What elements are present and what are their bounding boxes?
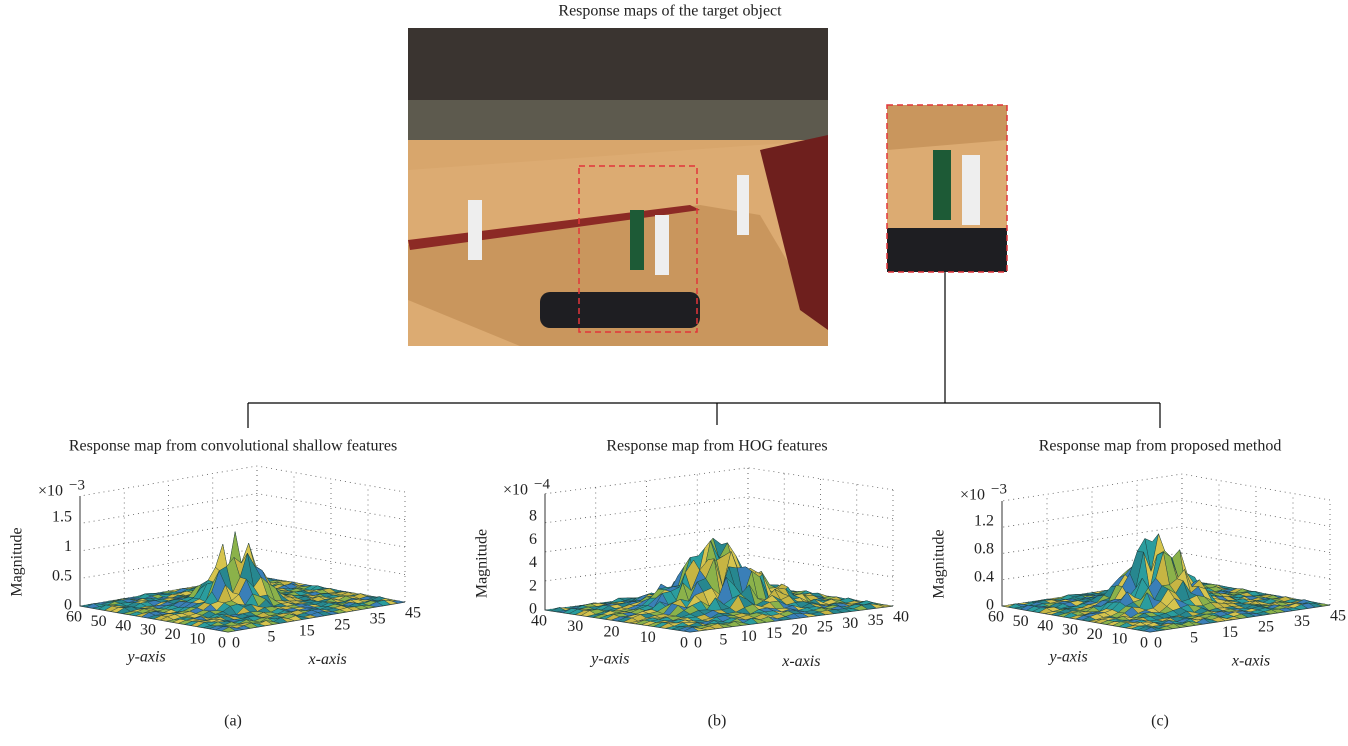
- x-tick-label: 0: [232, 635, 240, 652]
- x-axis-label: x-axis: [308, 651, 347, 668]
- y-axis-label: y-axis: [125, 648, 165, 665]
- grid-line: [80, 494, 405, 524]
- z-tick-label: 0.8: [974, 541, 994, 558]
- y-tick-label: 10: [640, 629, 656, 646]
- y-tick-label: 20: [604, 624, 620, 641]
- y-tick-label: 10: [1111, 630, 1127, 647]
- x-tick-label: 30: [842, 615, 858, 632]
- y-tick-label: 50: [91, 613, 107, 630]
- y-tick-label: 30: [140, 622, 156, 639]
- x-tick-label: 0: [694, 635, 702, 652]
- x-tick-label: 35: [370, 611, 386, 628]
- y-tick-label: 40: [1037, 617, 1053, 634]
- x-tick-label: 25: [817, 618, 833, 635]
- z-tick-label: 6: [529, 531, 537, 548]
- z-tick-label: 8: [529, 508, 537, 525]
- z-tick-label: 1.5: [52, 509, 72, 526]
- exponent-label: ×10: [38, 483, 63, 500]
- figure-title: Response maps of the target object: [558, 3, 782, 20]
- z-tick-label: 0.4: [974, 569, 994, 586]
- x-axis-label: x-axis: [781, 653, 820, 670]
- grid-line: [545, 497, 893, 523]
- grid-line: [80, 521, 405, 551]
- x-tick-label: 25: [334, 617, 350, 634]
- x-tick-label: 15: [1222, 624, 1238, 641]
- x-tick-label: 5: [267, 629, 275, 646]
- y-tick-label: 0: [680, 635, 688, 652]
- y-tick-label: 40: [115, 617, 131, 634]
- panel-title: Response map from convolutional shallow …: [69, 438, 397, 455]
- panel-title: Response map from proposed method: [1039, 438, 1282, 455]
- x-tick-label: 20: [792, 622, 808, 639]
- z-axis-label: Magnitude: [9, 527, 26, 596]
- z-tick-label: 1.2: [974, 513, 994, 530]
- panel-title: Response map from HOG features: [606, 438, 827, 455]
- exponent-power: −4: [534, 476, 550, 492]
- x-tick-label: 15: [299, 623, 315, 640]
- y-tick-label: 0: [218, 635, 226, 652]
- x-tick-label: 45: [1330, 608, 1346, 625]
- y-tick-label: 30: [567, 618, 583, 635]
- exponent-power: −3: [69, 477, 85, 493]
- x-tick-label: 15: [766, 625, 782, 642]
- y-axis-label: y-axis: [589, 651, 629, 668]
- target-crop: [887, 105, 1007, 272]
- grid-line: [1002, 474, 1330, 501]
- y-tick-label: 0: [1140, 635, 1148, 652]
- x-tick-label: 35: [868, 612, 884, 629]
- x-tick-label: 45: [405, 605, 421, 622]
- z-axis-label: Magnitude: [474, 529, 491, 598]
- exponent-label: ×10: [503, 482, 528, 499]
- panel-caption: (b): [708, 713, 727, 730]
- z-tick-label: 1: [64, 538, 72, 555]
- y-tick-label: 50: [1013, 613, 1029, 630]
- y-tick-label: 40: [531, 613, 547, 630]
- exponent-label: ×10: [960, 487, 985, 504]
- y-tick-label: 60: [66, 609, 82, 626]
- y-tick-label: 30: [1062, 622, 1078, 639]
- x-axis-label: x-axis: [1231, 653, 1270, 670]
- x-tick-label: 5: [1190, 629, 1198, 646]
- figure: Response maps of the target object Respo…: [0, 0, 1348, 746]
- grid-line: [80, 466, 405, 496]
- z-tick-label: 4: [529, 554, 537, 571]
- x-tick-label: 5: [719, 631, 727, 648]
- z-tick-label: 2: [529, 577, 537, 594]
- grid-line: [1002, 500, 1330, 527]
- y-axis-label: y-axis: [1047, 648, 1087, 665]
- x-tick-label: 0: [1154, 635, 1162, 652]
- y-tick-label: 60: [988, 609, 1004, 626]
- z-axis-label: Magnitude: [931, 529, 948, 598]
- x-tick-label: 40: [893, 609, 909, 626]
- grid-line: [1002, 527, 1330, 554]
- panel-caption: (a): [224, 713, 242, 730]
- panel-caption: (c): [1151, 713, 1169, 730]
- y-tick-label: 10: [189, 630, 205, 647]
- x-tick-label: 10: [741, 628, 757, 645]
- y-tick-label: 20: [1087, 626, 1103, 643]
- z-tick-label: 0.5: [52, 567, 72, 584]
- x-tick-label: 25: [1258, 618, 1274, 635]
- x-tick-label: 35: [1294, 613, 1310, 630]
- video-frame: [408, 28, 828, 346]
- y-tick-label: 20: [165, 626, 181, 643]
- exponent-power: −3: [991, 481, 1007, 497]
- grid-line: [545, 468, 893, 494]
- surface: [545, 538, 893, 632]
